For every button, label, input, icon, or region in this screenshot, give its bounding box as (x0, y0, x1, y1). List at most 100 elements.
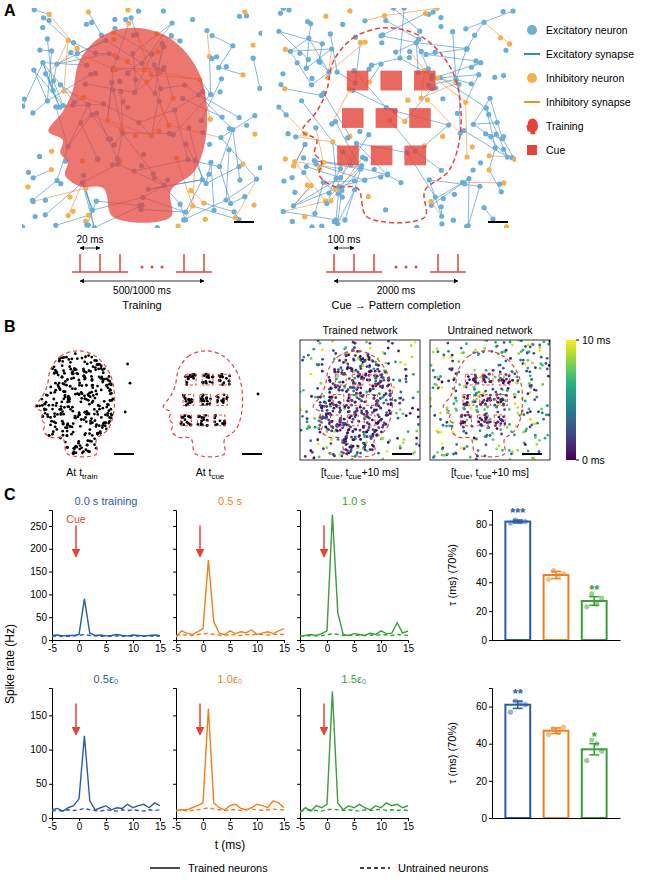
spike-dot (49, 386, 52, 389)
spike-dot (377, 413, 380, 416)
spike-dot (96, 385, 99, 388)
spike-dot (81, 451, 84, 454)
interval-label: 20 ms (76, 234, 103, 245)
spike-dot (373, 410, 376, 413)
excitatory-synapse (34, 70, 48, 101)
spike-dot (96, 432, 99, 435)
spike-dot (93, 443, 96, 446)
spike-dot (336, 375, 339, 378)
cue-square (376, 108, 398, 128)
cue-outline (214, 415, 225, 426)
spike-dot (491, 388, 494, 391)
spike-dot (81, 384, 84, 387)
activity-map (150, 340, 270, 460)
excitatory-neuron (32, 8, 37, 12)
cue-square (409, 108, 431, 128)
excitatory-neuron (433, 50, 438, 55)
spike-dot (83, 374, 86, 377)
spike-dot (381, 385, 384, 388)
spike-dot (71, 387, 74, 390)
spike-dot (347, 429, 350, 432)
text-part: At t (196, 466, 212, 478)
excitatory-synapse (468, 186, 480, 225)
inhibitory-neuron (504, 224, 509, 228)
inhibitory-neuron (25, 184, 30, 189)
spike-dot (377, 452, 380, 455)
spike-dot (89, 395, 92, 398)
excitatory-neuron (440, 96, 445, 101)
spike-dot (366, 435, 369, 438)
excitatory-synapse (206, 162, 211, 183)
excitatory-synapse (473, 123, 497, 125)
ellipsis-dot (415, 266, 418, 269)
spike-dot (368, 417, 371, 420)
excitatory-neuron (464, 47, 469, 52)
cue-outline (181, 415, 192, 426)
excitatory-neuron (43, 71, 48, 76)
excitatory-neuron (439, 204, 444, 209)
spike-dot (58, 408, 61, 411)
spike-dot (344, 353, 347, 356)
inhibitory-neuron (328, 198, 333, 203)
excitatory-synapse (206, 167, 239, 184)
excitatory-neuron (177, 38, 182, 43)
spike-dot (466, 411, 469, 414)
subscript: train (82, 472, 98, 481)
spike-dot (97, 404, 100, 407)
spike-dot (351, 430, 354, 433)
spike-dot (382, 437, 385, 440)
spike-dot (78, 393, 81, 396)
spike-dot (369, 347, 372, 350)
excitatory-neuron (306, 36, 311, 41)
spike-dot (107, 409, 110, 412)
spike-dot (388, 439, 391, 442)
excitatory-neuron (276, 104, 281, 109)
excitatory-synapse (285, 89, 322, 96)
spike-dot (327, 418, 330, 421)
cue-outline (183, 395, 194, 406)
excitatory-neuron (258, 165, 262, 170)
spike-dot (71, 370, 74, 373)
spike-dot (318, 424, 321, 427)
subscript: cue (211, 472, 224, 481)
spike-dot (383, 352, 386, 355)
spike-dot (71, 406, 74, 409)
spike-dot (91, 384, 94, 387)
spike-dot (524, 345, 527, 348)
spike-dot (89, 420, 92, 423)
legend-marker (527, 25, 537, 35)
inhibitory-neuron (201, 200, 206, 205)
spike-dot (366, 421, 369, 424)
excitatory-neuron (333, 119, 338, 124)
spike-dot (94, 390, 97, 393)
excitatory-neuron (51, 78, 56, 83)
excitatory-synapse (429, 180, 480, 186)
excitatory-synapse (46, 74, 60, 107)
spike-dot (51, 404, 54, 407)
spike-dot (69, 408, 72, 411)
excitatory-neuron (354, 141, 359, 146)
excitatory-synapse (43, 63, 53, 91)
spike-dot (190, 375, 193, 378)
spike-dot (399, 408, 402, 411)
spike-dot (405, 368, 408, 371)
excitatory-neuron (232, 209, 237, 214)
excitatory-neuron (493, 145, 498, 150)
excitatory-neuron (31, 67, 36, 72)
cue-square (371, 146, 393, 166)
text-part: At t (66, 466, 82, 478)
excitatory-neuron (385, 172, 390, 177)
spike-dot (66, 434, 69, 437)
inhibitory-neuron (487, 153, 492, 158)
spike-dot (126, 363, 129, 366)
spike-dot (351, 399, 354, 402)
spike-dot (374, 370, 377, 373)
spike-dot (359, 429, 362, 432)
spike-dot (187, 422, 190, 425)
spike-dot (517, 352, 520, 355)
spike-train (326, 254, 466, 272)
spike-dot (219, 419, 222, 422)
spike-dot (389, 398, 392, 401)
spike-dot (526, 351, 529, 354)
excitatory-synapse (233, 130, 240, 180)
